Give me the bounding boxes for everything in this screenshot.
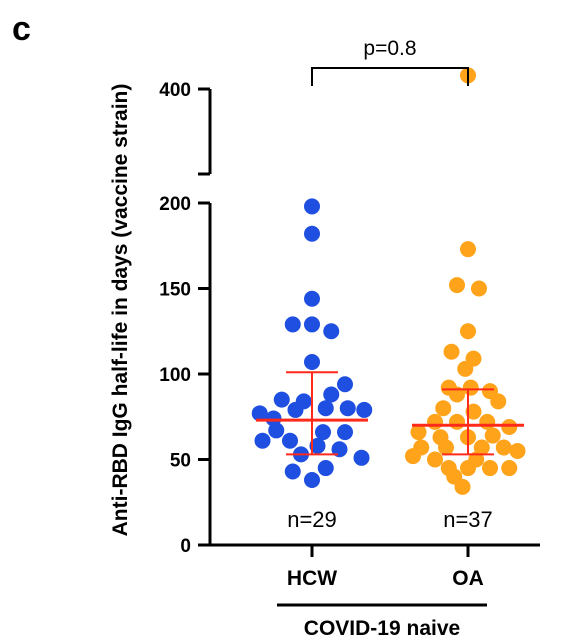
data-point bbox=[435, 400, 452, 417]
data-point bbox=[254, 432, 271, 449]
data-point bbox=[265, 410, 282, 427]
data-point bbox=[501, 419, 518, 436]
data-point bbox=[457, 360, 474, 377]
data-point bbox=[323, 323, 340, 340]
data-point bbox=[251, 405, 268, 422]
data-point bbox=[317, 400, 334, 417]
data-point bbox=[427, 451, 443, 468]
data-point bbox=[337, 424, 353, 441]
y-tick-label: 100 bbox=[159, 365, 191, 386]
data-point bbox=[460, 460, 476, 477]
data-point bbox=[282, 432, 298, 449]
n-labels: n=29 n=37 bbox=[287, 507, 493, 532]
data-point bbox=[454, 478, 471, 495]
y-tick-label: 200 bbox=[159, 194, 191, 215]
data-point bbox=[273, 391, 290, 408]
panel-label: c bbox=[12, 10, 31, 48]
y-axis: 0 50 100 150 200 400 bbox=[159, 80, 212, 557]
data-point bbox=[471, 280, 487, 297]
y-tick-label: 0 bbox=[180, 536, 191, 557]
data-point bbox=[482, 460, 498, 477]
data-point bbox=[473, 439, 490, 456]
median-iqr-bars bbox=[256, 371, 524, 456]
group-label: COVID-19 naive bbox=[304, 617, 460, 640]
y-axis-label: Anti-RBD IgG half-life in days (vaccine … bbox=[109, 84, 132, 537]
data-point bbox=[501, 460, 518, 477]
bracket-line bbox=[311, 67, 469, 86]
data-point bbox=[449, 277, 465, 294]
data-point bbox=[331, 441, 348, 458]
n-label: n=37 bbox=[443, 507, 493, 532]
x-axis: HCW OA bbox=[210, 543, 540, 607]
data-point bbox=[304, 290, 320, 307]
data-point bbox=[353, 449, 370, 466]
data-point bbox=[509, 442, 526, 459]
data-point bbox=[284, 463, 301, 480]
x-tick-label: OA bbox=[452, 567, 484, 590]
y-tick-label: 150 bbox=[159, 280, 191, 301]
data-point bbox=[304, 354, 320, 371]
data-point bbox=[356, 401, 373, 418]
data-point bbox=[304, 225, 320, 242]
data-point bbox=[438, 439, 454, 456]
data-point bbox=[465, 403, 482, 420]
data-point bbox=[490, 393, 507, 410]
data-points bbox=[251, 67, 526, 495]
data-point bbox=[410, 424, 427, 441]
data-point bbox=[427, 413, 443, 430]
y-tick-label: 400 bbox=[159, 80, 191, 101]
data-point bbox=[460, 323, 476, 340]
data-point bbox=[405, 448, 421, 465]
data-point bbox=[460, 241, 476, 258]
data-point bbox=[323, 386, 340, 403]
data-point bbox=[479, 413, 496, 430]
data-point bbox=[284, 316, 301, 333]
data-point bbox=[268, 422, 285, 439]
p-value: p=0.8 bbox=[363, 37, 416, 60]
significance-bracket: p=0.8 bbox=[311, 37, 469, 86]
data-point bbox=[304, 316, 320, 333]
data-point bbox=[495, 439, 512, 456]
n-label: n=29 bbox=[287, 507, 337, 532]
data-point bbox=[462, 379, 479, 396]
y-tick-label: 50 bbox=[170, 451, 191, 472]
data-point bbox=[315, 424, 331, 441]
data-point bbox=[443, 343, 460, 360]
data-point bbox=[304, 198, 320, 215]
x-tick-label: HCW bbox=[287, 567, 337, 590]
data-point bbox=[449, 386, 465, 403]
data-point bbox=[309, 437, 326, 454]
data-point bbox=[317, 460, 334, 477]
data-point bbox=[449, 413, 465, 430]
data-point bbox=[337, 376, 353, 393]
data-point bbox=[304, 472, 320, 489]
data-point bbox=[339, 400, 356, 417]
data-point bbox=[484, 427, 501, 444]
data-point bbox=[287, 401, 304, 418]
